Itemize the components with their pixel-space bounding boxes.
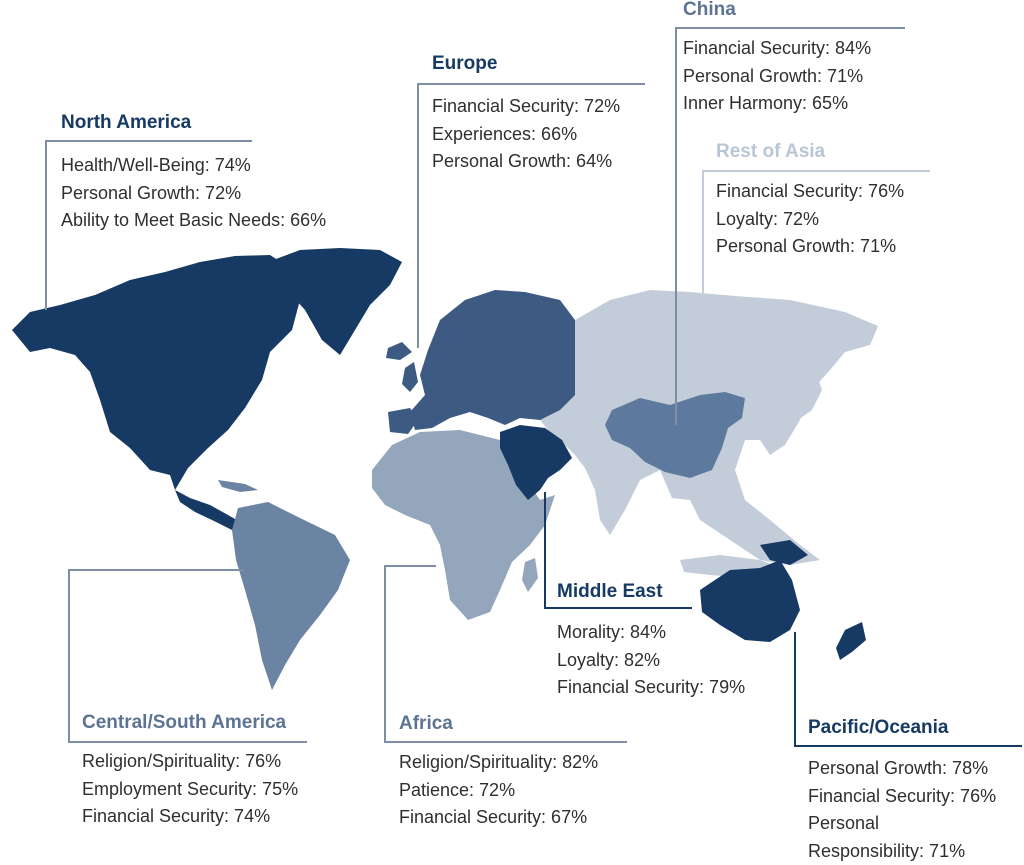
map-uk <box>402 362 418 392</box>
region-item: Financial Security: 76% <box>808 783 996 811</box>
map-south-america <box>232 502 350 690</box>
region-item: Loyalty: 82% <box>557 647 745 675</box>
region-item: Religion/Spirituality: 76% <box>82 748 298 776</box>
region-title-europe: Europe <box>432 53 620 75</box>
region-title-central-south-america: Central/South America <box>82 712 298 734</box>
map-caribbean <box>218 480 258 492</box>
region-title-north-america: North America <box>61 112 326 134</box>
region-item: Personal Growth: 78% <box>808 755 996 783</box>
region-item: Personal Growth: 64% <box>432 148 620 176</box>
region-item: Ability to Meet Basic Needs: 66% <box>61 207 326 235</box>
region-item: Experiences: 66% <box>432 121 620 149</box>
region-rest-of-asia: Rest of Asia Financial Security: 76% Loy… <box>716 141 904 261</box>
region-title-rest-of-asia: Rest of Asia <box>716 141 904 163</box>
region-item: Financial Security: 76% <box>716 178 904 206</box>
region-europe: Europe Financial Security: 72% Experienc… <box>432 53 620 176</box>
region-item: Financial Security: 79% <box>557 674 745 702</box>
region-middle-east: Middle East Morality: 84% Loyalty: 82% F… <box>557 581 745 702</box>
region-item: Personal Growth: 71% <box>683 63 871 91</box>
region-north-america: North America Health/Well-Being: 74% Per… <box>61 112 326 235</box>
region-title-africa: Africa <box>399 713 598 735</box>
region-africa: Africa Religion/Spirituality: 82% Patien… <box>399 713 598 832</box>
region-item: Financial Security: 74% <box>82 803 298 831</box>
map-iceland <box>386 342 412 360</box>
map-north-america <box>12 255 300 490</box>
region-item: Personal <box>808 810 996 838</box>
region-item: Personal Growth: 72% <box>61 180 326 208</box>
region-item: Personal Growth: 71% <box>716 233 904 261</box>
region-item: Inner Harmony: 65% <box>683 90 871 118</box>
region-item: Financial Security: 67% <box>399 804 598 832</box>
region-item: Loyalty: 72% <box>716 206 904 234</box>
region-pacific-oceania: Pacific/Oceania Personal Growth: 78% Fin… <box>808 717 996 865</box>
map-central-america <box>175 490 240 530</box>
region-item: Religion/Spirituality: 82% <box>399 749 598 777</box>
region-title-pacific-oceania: Pacific/Oceania <box>808 717 996 739</box>
region-item: Employment Security: 75% <box>82 776 298 804</box>
region-item: Morality: 84% <box>557 619 745 647</box>
region-item: Financial Security: 72% <box>432 93 620 121</box>
region-item: Patience: 72% <box>399 777 598 805</box>
region-title-middle-east: Middle East <box>557 581 745 603</box>
region-item: Health/Well-Being: 74% <box>61 152 326 180</box>
map-madagascar <box>522 558 538 592</box>
region-china: China Financial Security: 84% Personal G… <box>683 0 871 118</box>
region-item: Financial Security: 84% <box>683 35 871 63</box>
region-central-south-america: Central/South America Religion/Spiritual… <box>82 712 298 831</box>
region-title-china: China <box>683 0 871 21</box>
region-item: Responsibility: 71% <box>808 838 996 865</box>
map-new-zealand <box>836 622 866 660</box>
map-europe <box>410 290 575 430</box>
